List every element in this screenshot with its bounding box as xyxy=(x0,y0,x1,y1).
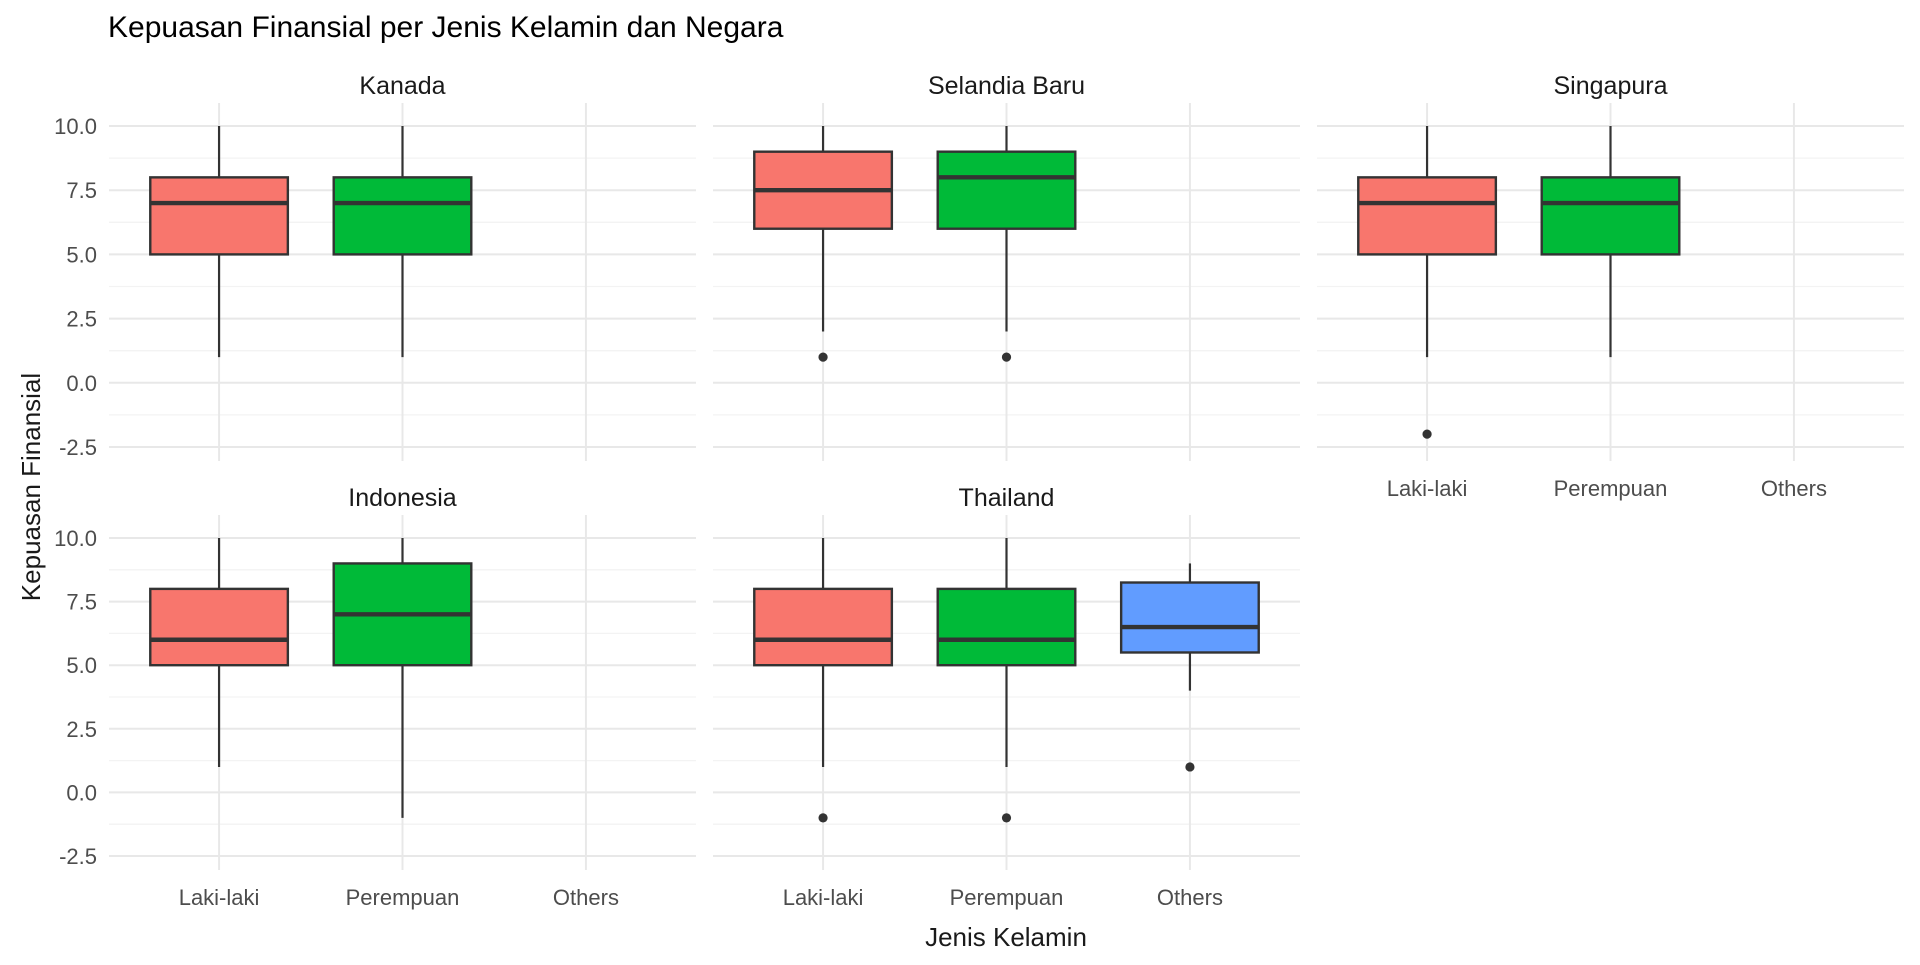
y-axis-row-1: 10.0 7.5 5.0 2.5 0.0 -2.5 xyxy=(54,526,97,869)
y-tick-label: -2.5 xyxy=(59,844,97,869)
iqr-box xyxy=(149,176,290,256)
x-tick-label: Perempuan xyxy=(950,885,1064,910)
box-thailand-laki-laki xyxy=(753,538,894,823)
facet-title: Singapura xyxy=(1554,72,1668,100)
outlier-point xyxy=(1422,429,1432,439)
iqr-box xyxy=(332,176,473,256)
y-tick-label: 2.5 xyxy=(66,717,97,742)
iqr-box xyxy=(936,587,1077,667)
facet-thailand: Thailand Laki-laki Perempuan Others xyxy=(713,484,1300,910)
x-tick-label: Laki-laki xyxy=(783,885,864,910)
outlier-point xyxy=(1001,813,1012,823)
box-singapura-perempuan xyxy=(1540,126,1681,358)
outlier-point xyxy=(818,352,828,362)
outlier-point xyxy=(1185,762,1195,772)
x-tick-label: Others xyxy=(1761,476,1827,501)
box-thailand-perempuan xyxy=(936,538,1077,823)
box-selandia-baru-perempuan xyxy=(936,126,1077,362)
facet-selandia-baru: Selandia Baru xyxy=(713,72,1300,461)
x-tick-label: Perempuan xyxy=(1554,476,1668,501)
facet-singapura: Singapura Laki-laki Perempuan Others xyxy=(1317,72,1904,501)
box-indonesia-perempuan xyxy=(332,538,473,818)
iqr-box xyxy=(936,150,1077,230)
y-tick-label: 0.0 xyxy=(66,780,97,805)
y-axis-row-0: 10.0 7.5 5.0 2.5 0.0 -2.5 xyxy=(54,114,97,460)
y-axis-title: Kepuasan Finansial xyxy=(16,373,46,601)
iqr-box xyxy=(1357,176,1498,256)
box-selandia-baru-laki-laki xyxy=(753,126,894,362)
y-tick-label: 7.5 xyxy=(66,590,97,615)
outlier-point xyxy=(818,813,828,823)
facet-kanada: Kanada xyxy=(109,72,696,461)
x-tick-label: Laki-laki xyxy=(1387,476,1468,501)
facet-title: Kanada xyxy=(359,72,445,100)
facet-panels: 10.0 7.5 5.0 2.5 0.0 -2.5 10.0 7.5 5.0 2.5 0.0 -2.5… xyxy=(54,72,1904,910)
x-tick-label: Others xyxy=(1157,885,1223,910)
box-singapura-laki-laki xyxy=(1357,126,1498,439)
y-tick-label: 0.0 xyxy=(66,371,97,396)
x-tick-label: Perempuan xyxy=(346,885,460,910)
box-thailand-others xyxy=(1119,563,1260,772)
box-kanada-laki-laki xyxy=(149,126,290,358)
iqr-box xyxy=(1119,581,1260,654)
box-kanada-perempuan xyxy=(332,126,473,358)
chart-title: Kepuasan Finansial per Jenis Kelamin dan… xyxy=(108,11,784,44)
y-tick-label: 7.5 xyxy=(66,178,97,203)
x-axis-title: Jenis Kelamin xyxy=(925,922,1087,952)
iqr-box xyxy=(149,587,290,667)
facet-title: Selandia Baru xyxy=(928,72,1085,100)
iqr-box xyxy=(753,587,894,667)
x-tick-label: Others xyxy=(553,885,619,910)
facet-title: Indonesia xyxy=(348,484,457,512)
facet-title: Thailand xyxy=(959,484,1055,512)
y-tick-label: 2.5 xyxy=(66,307,97,332)
y-tick-label: 5.0 xyxy=(66,242,97,267)
y-tick-label: 5.0 xyxy=(66,653,97,678)
y-tick-label: 10.0 xyxy=(54,114,97,139)
outlier-point xyxy=(1001,352,1012,362)
y-tick-label: 10.0 xyxy=(54,526,97,551)
x-tick-label: Laki-laki xyxy=(179,885,260,910)
facet-indonesia: Indonesia Laki-laki Perempuan Others xyxy=(109,484,696,910)
iqr-box xyxy=(1540,176,1681,256)
box-indonesia-laki-laki xyxy=(149,538,290,767)
y-tick-label: -2.5 xyxy=(59,435,97,460)
